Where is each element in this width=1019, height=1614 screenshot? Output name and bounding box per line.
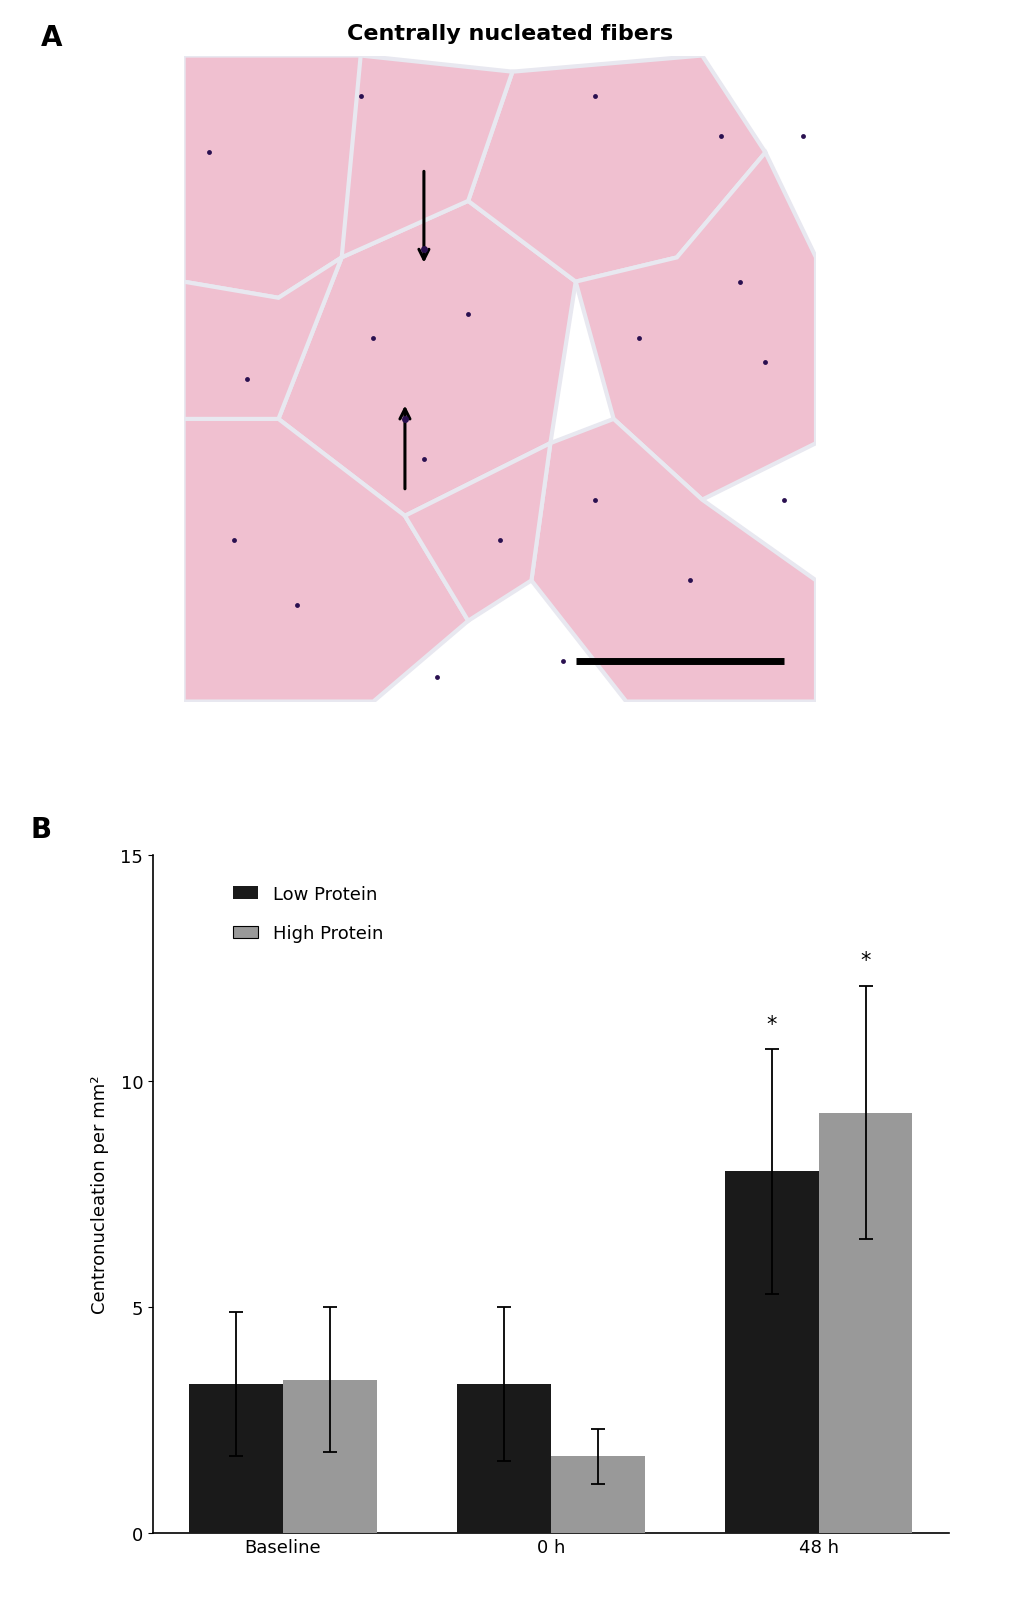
Y-axis label: Centronucleation per mm²: Centronucleation per mm² xyxy=(92,1075,109,1314)
Polygon shape xyxy=(278,202,575,516)
Text: *: * xyxy=(860,951,870,970)
Polygon shape xyxy=(341,56,512,258)
Polygon shape xyxy=(183,420,468,702)
Polygon shape xyxy=(405,444,550,621)
Text: *: * xyxy=(766,1014,776,1035)
Text: A: A xyxy=(41,24,62,52)
Text: B: B xyxy=(31,815,52,843)
Bar xyxy=(550,1456,644,1533)
Bar xyxy=(457,1385,550,1533)
Text: Centrally nucleated fibers: Centrally nucleated fibers xyxy=(346,24,673,44)
Bar xyxy=(282,1380,376,1533)
Polygon shape xyxy=(575,153,815,500)
Polygon shape xyxy=(468,56,764,282)
Legend: Low Protein, High Protein: Low Protein, High Protein xyxy=(225,878,390,951)
Polygon shape xyxy=(183,56,424,299)
Bar xyxy=(725,1172,818,1533)
Bar xyxy=(818,1114,912,1533)
Bar xyxy=(189,1385,282,1533)
Polygon shape xyxy=(183,258,341,420)
Polygon shape xyxy=(531,420,815,702)
